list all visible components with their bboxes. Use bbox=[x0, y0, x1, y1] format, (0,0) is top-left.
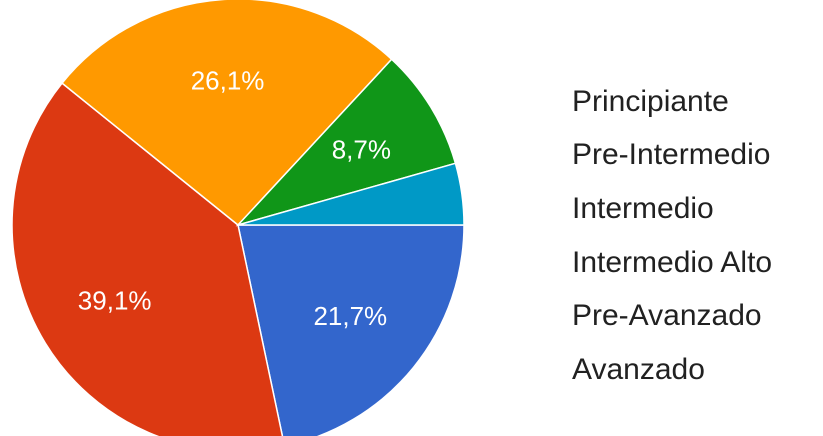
pie-slice-pre-intermedio[interactable] bbox=[11, 82, 285, 436]
slice-data-label: 39,1% bbox=[78, 286, 152, 316]
legend-label: Intermedio bbox=[572, 191, 714, 225]
legend-label: Principiante bbox=[572, 84, 729, 118]
pie-slice-pre-avanzado[interactable] bbox=[237, 162, 465, 226]
legend-item-intermedio[interactable]: Intermedio bbox=[572, 182, 772, 236]
slice-data-label: 8,7% bbox=[332, 134, 391, 164]
legend-label: Pre-Intermedio bbox=[572, 138, 771, 172]
slice-data-label: 21,7% bbox=[313, 301, 387, 331]
slice-labels: 21,7% 39,1% 26,1% 8,7% bbox=[78, 66, 391, 331]
legend-label: Avanzado bbox=[572, 352, 705, 386]
pie-slice-intermedio[interactable] bbox=[61, 0, 393, 227]
legend: Principiante Pre-Intermedio Intermedio I… bbox=[572, 75, 772, 397]
pie-slice-intermedio-alto[interactable] bbox=[235, 58, 457, 227]
legend-label: Intermedio Alto bbox=[572, 245, 773, 279]
legend-item-pre-intermedio[interactable]: Pre-Intermedio bbox=[572, 129, 772, 183]
legend-item-intermedio-alto[interactable]: Intermedio Alto bbox=[572, 236, 772, 290]
pie-slice-principiante[interactable] bbox=[237, 224, 465, 436]
slice-data-label: 26,1% bbox=[191, 66, 265, 96]
legend-label: Pre-Avanzado bbox=[572, 299, 762, 333]
legend-item-avanzado[interactable]: Avanzado bbox=[572, 343, 772, 397]
legend-item-principiante[interactable]: Principiante bbox=[572, 75, 772, 129]
pie-slices bbox=[11, 0, 465, 436]
legend-item-pre-avanzado[interactable]: Pre-Avanzado bbox=[572, 289, 772, 343]
